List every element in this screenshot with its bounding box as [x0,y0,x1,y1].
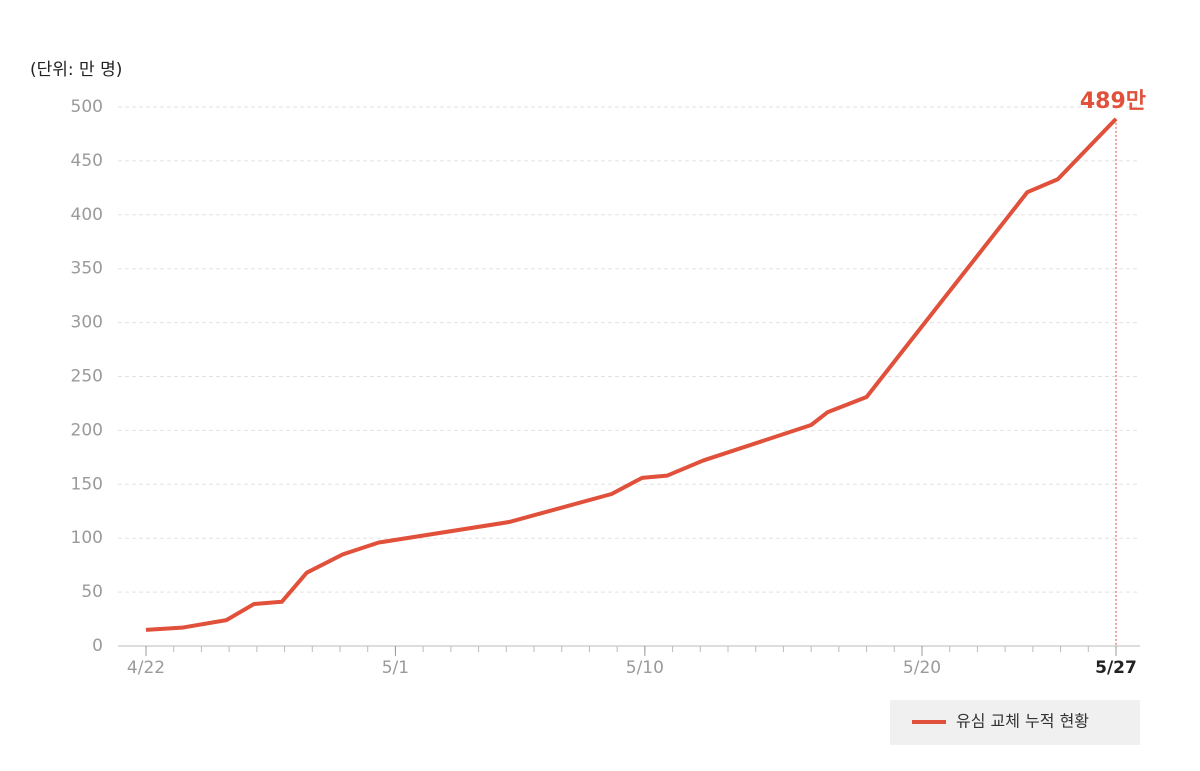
x-tick-label: 4/22 [127,658,165,678]
y-tick-label: 450 [71,151,103,171]
y-tick-label: 250 [71,367,103,387]
y-tick-label: 50 [81,582,103,602]
y-tick-label: 500 [71,97,103,117]
annotation: 489만 [1080,89,1146,114]
x-tick-label: 5/1 [382,658,409,678]
y-tick-label: 100 [71,528,103,548]
x-tick-label: 5/27 [1095,658,1137,678]
y-tick-label: 200 [71,420,103,440]
y-tick-label: 300 [71,313,103,333]
unit-label: (단위: 만 명) [30,60,122,80]
data-line [145,117,1118,632]
y-tick-label: 0 [92,636,103,656]
legend-label: 유심 교체 누적 현황 [956,712,1089,731]
x-tick-label: 5/20 [903,658,941,678]
y-tick-label: 150 [71,474,103,494]
x-tick-label: 5/10 [626,658,664,678]
y-tick-label: 400 [71,205,103,225]
y-tick-label: 350 [71,259,103,279]
